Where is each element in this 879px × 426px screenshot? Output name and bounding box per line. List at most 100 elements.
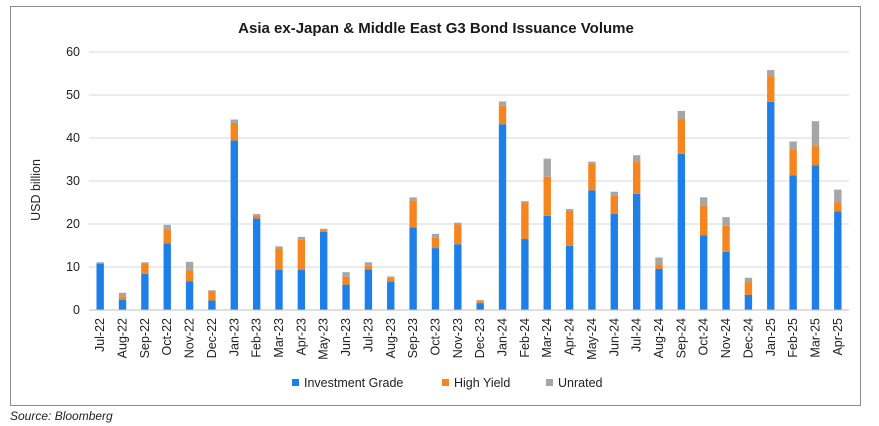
bar-investment-grade-dec-23	[476, 303, 484, 310]
bar-investment-grade-apr-24	[565, 245, 574, 310]
bar-high-yield-feb-24	[521, 202, 529, 240]
bar-unrated-jul-24	[632, 155, 641, 163]
x-tick-label: Jan-24	[496, 318, 510, 356]
bar-unrated-jan-24	[498, 101, 507, 106]
x-tick-label: May-23	[317, 318, 331, 360]
bar-unrated-sep-24	[677, 110, 686, 120]
bar-investment-grade-sep-23	[409, 227, 417, 310]
bar-investment-grade-aug-22	[118, 299, 127, 310]
bar-high-yield-feb-25	[789, 149, 797, 176]
bar-investment-grade-sep-22	[141, 273, 149, 310]
bar-unrated-apr-24	[565, 208, 574, 211]
bar-investment-grade-nov-23	[454, 244, 462, 310]
x-tick-label: Dec-22	[205, 318, 219, 358]
x-tick-label: Feb-25	[786, 318, 800, 358]
x-tick-label: Nov-23	[451, 318, 465, 358]
bar-investment-grade-oct-23	[431, 248, 440, 310]
bar-investment-grade-jun-24	[610, 213, 618, 310]
bar-investment-grade-feb-23	[252, 218, 261, 310]
bar-unrated-oct-24	[700, 197, 708, 206]
x-tick-label: Jul-22	[93, 318, 107, 352]
bar-unrated-dec-22	[208, 290, 216, 292]
legend-swatch-investment-grade	[292, 379, 299, 386]
bars	[96, 70, 842, 311]
legend-label-investment-grade: Investment Grade	[304, 376, 403, 390]
bar-high-yield-aug-22	[118, 296, 127, 300]
bar-high-yield-mar-23	[275, 248, 283, 271]
x-tick-label: Oct-24	[697, 318, 711, 356]
bar-investment-grade-apr-25	[834, 211, 842, 310]
bar-investment-grade-may-23	[320, 231, 328, 310]
bar-investment-grade-mar-25	[811, 165, 820, 310]
bar-high-yield-mar-25	[811, 145, 820, 166]
bar-investment-grade-jan-23	[230, 140, 238, 310]
bar-unrated-may-24	[588, 161, 596, 164]
bar-unrated-jan-23	[230, 119, 238, 123]
x-tick-label: Apr-24	[563, 318, 577, 356]
x-tick-label: Jan-25	[764, 318, 778, 356]
bar-investment-grade-aug-24	[655, 268, 663, 310]
bar-unrated-dec-24	[744, 277, 753, 283]
bar-investment-grade-jul-23	[364, 269, 373, 310]
y-tick-label: 10	[66, 260, 80, 274]
y-tick-label: 0	[73, 303, 80, 317]
legend-label-high-yield: High Yield	[454, 376, 510, 390]
y-tick-label: 20	[66, 217, 80, 231]
bar-investment-grade-oct-24	[700, 235, 708, 310]
bar-investment-grade-jan-25	[767, 101, 775, 310]
bar-high-yield-nov-23	[454, 224, 462, 245]
bar-high-yield-jan-25	[767, 76, 775, 102]
bar-high-yield-jun-24	[610, 195, 618, 214]
y-tick-label: 50	[66, 88, 80, 102]
bar-unrated-dec-23	[476, 300, 484, 302]
bar-unrated-feb-25	[789, 141, 797, 150]
bar-unrated-nov-22	[185, 261, 194, 271]
x-tick-label: Apr-23	[294, 318, 308, 356]
bar-investment-grade-feb-24	[521, 239, 529, 310]
bar-high-yield-nov-24	[722, 225, 730, 252]
bar-unrated-oct-23	[431, 233, 440, 238]
bar-high-yield-apr-25	[834, 202, 842, 212]
x-tick-label: Feb-23	[250, 318, 264, 358]
bar-investment-grade-dec-22	[208, 300, 216, 310]
x-tick-label: Sep-22	[138, 318, 152, 358]
bar-investment-grade-apr-23	[297, 270, 306, 310]
x-tick-label: Feb-24	[518, 318, 532, 358]
bar-unrated-may-23	[320, 228, 328, 230]
bar-unrated-apr-23	[297, 236, 306, 240]
x-tick-label: Jun-24	[607, 318, 621, 356]
y-axis-ticks: 0 10 20 30 40 50 60	[66, 45, 80, 317]
bar-unrated-sep-22	[141, 262, 149, 264]
x-tick-label: Mar-24	[540, 318, 554, 358]
bar-high-yield-dec-23	[476, 301, 484, 304]
bar-high-yield-nov-22	[185, 270, 194, 282]
legend-swatch-high-yield	[442, 379, 449, 386]
bar-high-yield-apr-23	[297, 239, 306, 271]
x-tick-label: Nov-22	[183, 318, 197, 358]
bar-unrated-aug-24	[655, 257, 663, 265]
y-tick-label: 60	[66, 45, 80, 59]
bar-high-yield-sep-22	[141, 263, 149, 274]
bar-investment-grade-jul-22	[96, 263, 104, 310]
x-tick-label: Mar-25	[808, 318, 822, 358]
bar-unrated-jun-24	[610, 191, 618, 196]
bar-investment-grade-nov-22	[185, 281, 194, 310]
bar-high-yield-may-24	[588, 163, 596, 191]
y-tick-label: 40	[66, 131, 80, 145]
x-tick-label: Aug-24	[652, 318, 666, 358]
legend-label-unrated: Unrated	[558, 376, 603, 390]
bar-investment-grade-jul-24	[632, 193, 641, 310]
bar-high-yield-dec-24	[744, 282, 753, 295]
chart-title: Asia ex-Japan & Middle East G3 Bond Issu…	[238, 20, 634, 37]
x-tick-label: Aug-22	[116, 318, 130, 358]
bar-investment-grade-jan-24	[498, 124, 507, 311]
bar-high-yield-jan-23	[230, 122, 238, 141]
x-tick-label: Sep-24	[674, 318, 688, 358]
x-tick-label: Dec-23	[473, 318, 487, 358]
bar-high-yield-oct-24	[700, 205, 708, 236]
bar-high-yield-oct-23	[431, 237, 440, 249]
bar-investment-grade-jun-23	[342, 284, 350, 310]
bar-investment-grade-dec-24	[744, 294, 753, 310]
y-tick-label: 30	[66, 174, 80, 188]
bar-high-yield-oct-22	[163, 229, 171, 244]
